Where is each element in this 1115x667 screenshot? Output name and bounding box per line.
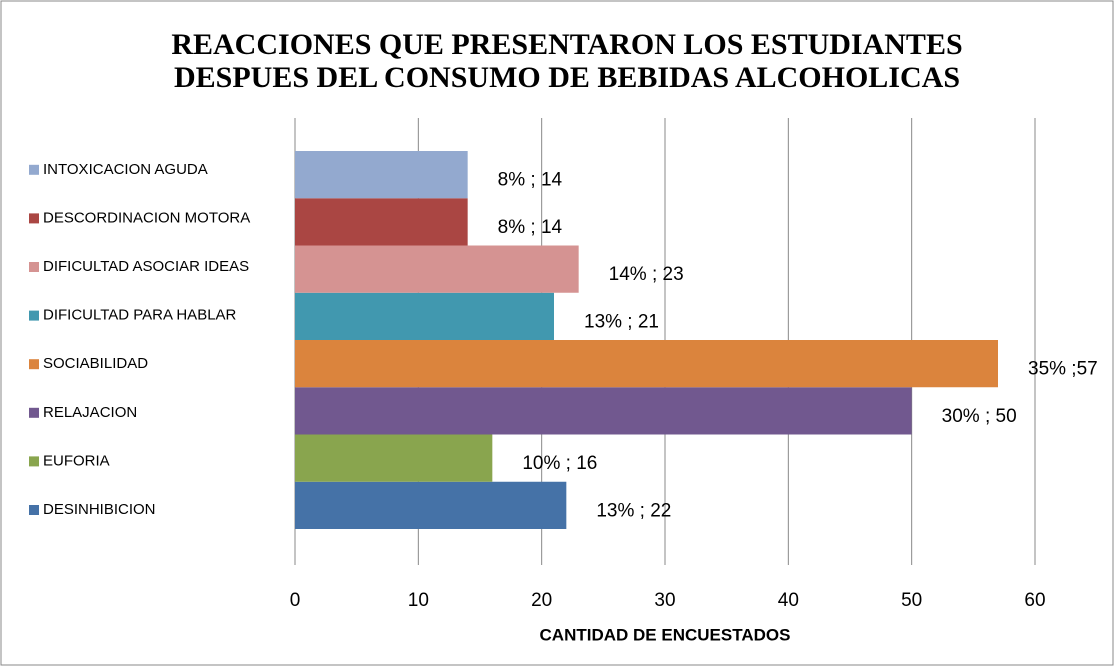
legend-label: INTOXICACION AGUDA <box>43 161 208 178</box>
bar <box>295 434 493 482</box>
data-label: 8% ; 14 <box>498 170 563 191</box>
bar <box>295 387 912 435</box>
data-label: 30% ; 50 <box>942 406 1017 427</box>
x-tick-label: 10 <box>408 590 429 611</box>
legend-label: RELAJACION <box>43 404 137 421</box>
legend-swatch <box>29 310 39 321</box>
x-tick-label: 40 <box>778 590 799 611</box>
x-tick-label: 60 <box>1024 590 1045 611</box>
chart-title: REACCIONES QUE PRESENTARON LOS ESTUDIANT… <box>171 28 962 94</box>
legend-label: DESINHIBICION <box>43 501 156 518</box>
legend-swatch <box>29 262 39 272</box>
x-tick-label: 30 <box>654 590 675 611</box>
legend-label: DIFICULTAD ASOCIAR IDEAS <box>43 258 249 275</box>
bar <box>295 292 554 340</box>
legend-label: SOCIABILIDAD <box>43 355 148 372</box>
legend-swatch <box>29 213 39 224</box>
legend-swatch <box>29 359 39 370</box>
data-label: 35% ;57 <box>1028 359 1098 380</box>
legend-swatch <box>29 456 39 467</box>
legend-label: DIFICULTAD PARA HABLAR <box>43 307 237 324</box>
data-label: 13% ; 22 <box>596 500 671 521</box>
legend-label: DESCORDINACION MOTORA <box>43 209 250 226</box>
legend-swatch <box>29 407 39 418</box>
data-label: 13% ; 21 <box>584 311 659 332</box>
data-label: 10% ; 16 <box>522 453 597 474</box>
data-label: 14% ; 23 <box>609 264 684 285</box>
x-tick-label: 20 <box>531 590 552 611</box>
bar <box>295 151 468 199</box>
x-tick-label: 50 <box>901 590 922 611</box>
bar <box>295 245 579 293</box>
bar <box>295 340 998 388</box>
x-axis-label: CANTIDAD DE ENCUESTADOS <box>540 625 791 644</box>
bar <box>295 481 567 529</box>
legend-swatch <box>29 164 39 175</box>
bar <box>295 198 468 246</box>
legend-swatch <box>29 505 39 515</box>
legend-label: EUFORIA <box>43 452 110 469</box>
data-label: 8% ; 14 <box>498 217 563 238</box>
x-tick-label: 0 <box>290 590 301 611</box>
